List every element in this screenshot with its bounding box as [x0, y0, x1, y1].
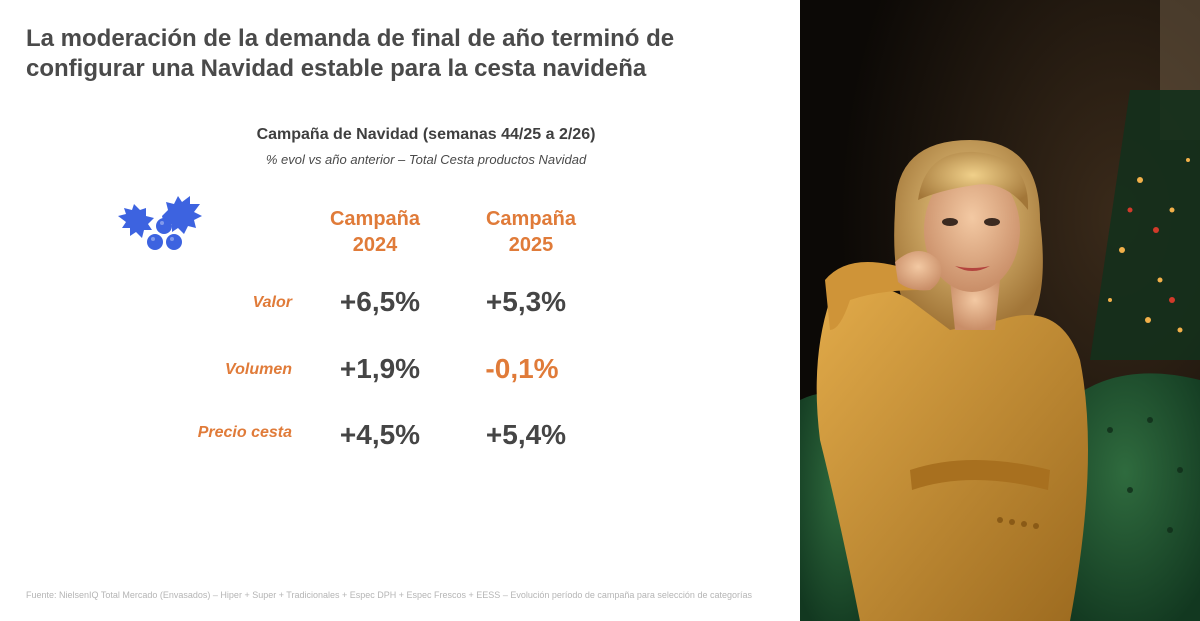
value-valor-2024: +6,5%	[339, 286, 421, 317]
column-header-2025-line1: Campaña	[485, 208, 577, 230]
row-label-precio-cesta: Precio cesta	[197, 424, 292, 441]
chart-heading: Campaña de Navidad (semanas 44/25 a 2/26…	[256, 126, 596, 143]
column-header-2025-line2: 2025	[508, 234, 554, 256]
column-header-2024-line1: Campaña	[329, 208, 421, 230]
column-header-2024-line2: 2024	[352, 234, 398, 256]
column-header-2024: Campaña 2024	[300, 206, 450, 258]
slide-title: La moderación de la demanda de final de …	[26, 24, 786, 84]
chart-subheading: % evol vs año anterior – Total Cesta pro…	[265, 152, 587, 167]
value-volumen-2024: +1,9%	[339, 353, 421, 384]
slide-content: La moderación de la demanda de final de …	[26, 0, 786, 621]
value-valor-2025: +5,3%	[485, 286, 567, 317]
value-precio-cesta-2024: +4,5%	[339, 419, 421, 450]
slide-title-line-1: La moderación de la demanda de final de …	[26, 25, 675, 52]
holly-icon	[112, 186, 208, 258]
row-label-volumen: Volumen	[225, 361, 292, 378]
column-header-2025: Campaña 2025	[456, 206, 606, 258]
value-volumen-2025: -0,1%	[485, 353, 559, 384]
value-precio-cesta-2025: +5,4%	[485, 419, 567, 450]
christmas-woman-photo	[800, 0, 1200, 621]
row-label-valor: Valor	[252, 294, 292, 311]
source-footnote: Fuente: NielsenIQ Total Mercado (Envasad…	[26, 590, 752, 600]
row-labels: Valor Volumen Precio cesta	[92, 0, 292, 621]
slide-title-line-2: configurar una Navidad estable para la c…	[26, 55, 647, 82]
